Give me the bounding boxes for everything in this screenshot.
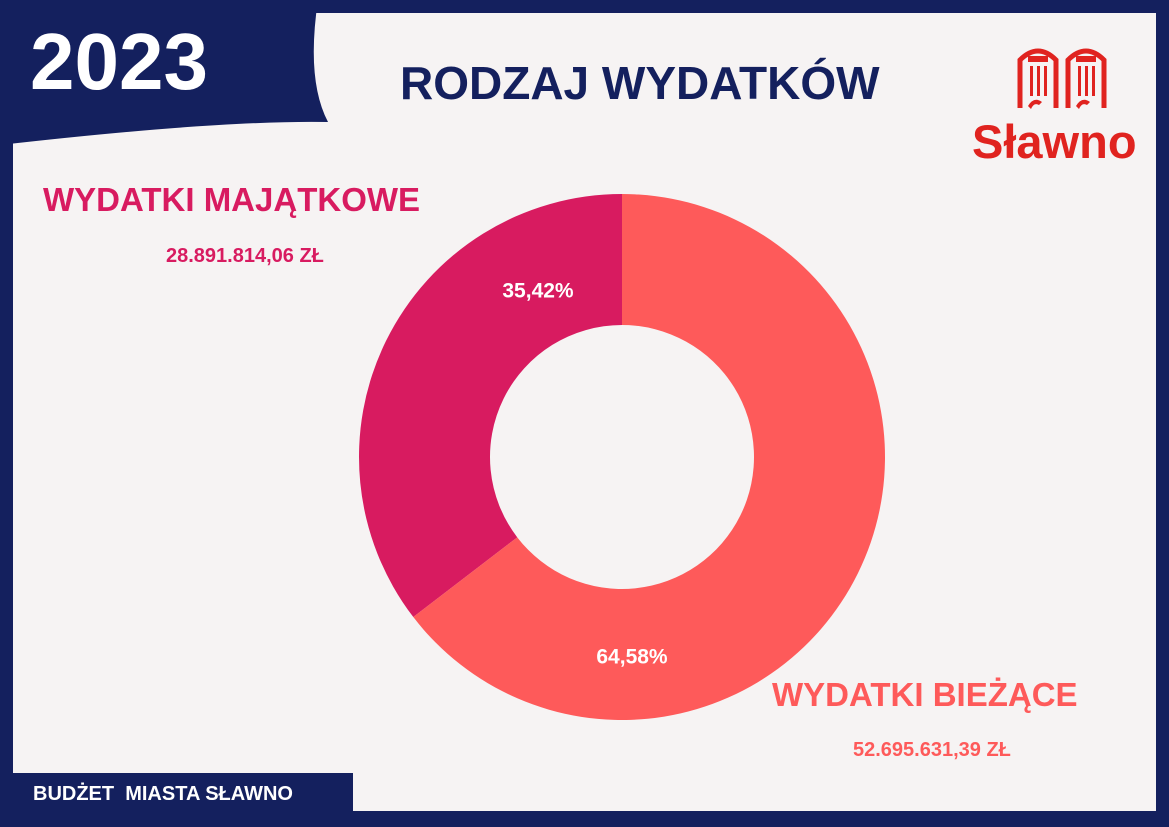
amount-wydatki-biezace: 52.695.631,39 ZŁ [853, 739, 1011, 761]
donut-pct-label-0: 35,42% [502, 280, 574, 303]
logo-text: Sławno [972, 115, 1137, 168]
year-tab [0, 0, 328, 145]
page-title: RODZAJ WYDATKÓW [400, 57, 880, 109]
donut-slice-1 [413, 194, 886, 720]
label-wydatki-biezace: WYDATKI BIEŻĄCE [772, 676, 1078, 713]
donut-slice-0 [358, 193, 622, 618]
footer-caption: BUDŻET MIASTA SŁAWNO [13, 773, 353, 811]
donut-pct-label-1: 64,58% [596, 646, 668, 669]
year-label: 2023 [30, 17, 208, 106]
slawno-crest-icon [1017, 48, 1107, 109]
amount-wydatki-majatkowe: 28.891.814,06 ZŁ [166, 245, 324, 267]
label-wydatki-majatkowe: WYDATKI MAJĄTKOWE [43, 181, 421, 218]
